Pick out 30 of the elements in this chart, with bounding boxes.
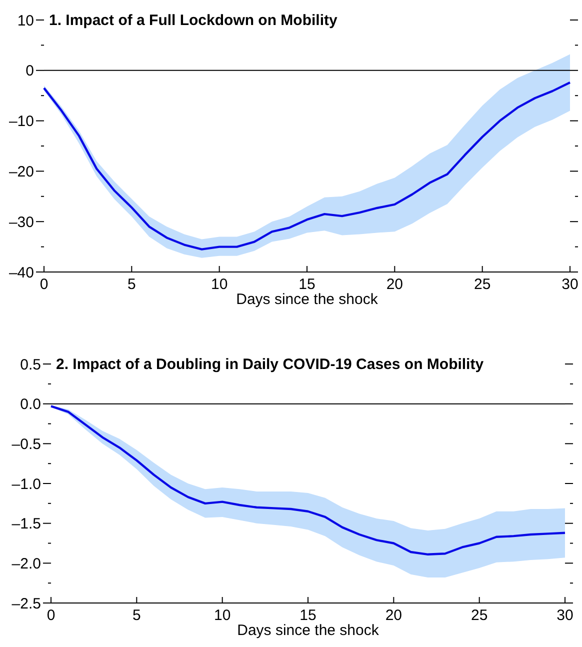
y-tick-label: –40 bbox=[8, 264, 34, 282]
chart-title: 2. Impact of a Doubling in Daily COVID-19 Cases on Mobility bbox=[56, 356, 484, 373]
x-tick-label: 20 bbox=[385, 607, 402, 624]
x-tick-label: 25 bbox=[470, 607, 488, 624]
y-tick-label: –20 bbox=[8, 163, 34, 180]
x-tick-label: 10 bbox=[214, 607, 231, 624]
y-tick-label: –1.0 bbox=[12, 476, 41, 493]
y-tick-label: 10 bbox=[17, 12, 34, 30]
x-tick-label: 5 bbox=[127, 276, 136, 293]
y-tick-label: –1.5 bbox=[12, 516, 41, 533]
x-tick-label: 15 bbox=[298, 276, 316, 293]
y-tick-label: –2.0 bbox=[12, 555, 41, 572]
y-tick-label: –0.5 bbox=[12, 436, 41, 453]
y-tick-label: –10 bbox=[8, 113, 34, 130]
x-tick-label: 15 bbox=[300, 607, 316, 624]
x-tick-label: 30 bbox=[562, 276, 578, 293]
y-tick-label: –2.5 bbox=[12, 595, 41, 612]
x-tick-label: 20 bbox=[386, 276, 404, 293]
x-tick-label: 25 bbox=[474, 276, 491, 293]
x-tick-label: 5 bbox=[132, 607, 141, 624]
x-axis-title: Days since the shock bbox=[237, 622, 380, 639]
y-tick-label: –30 bbox=[8, 214, 34, 231]
x-tick-label: 30 bbox=[556, 607, 574, 624]
chart-title: 1. Impact of a Full Lockdown on Mobility bbox=[49, 12, 338, 29]
x-tick-label: 10 bbox=[210, 276, 228, 293]
y-tick-label: 0.5 bbox=[20, 356, 41, 374]
x-tick-label: 0 bbox=[46, 607, 56, 624]
x-axis-title: Days since the shock bbox=[236, 291, 378, 308]
y-tick-label: 0.0 bbox=[20, 396, 41, 414]
y-tick-label: 0 bbox=[26, 62, 34, 80]
